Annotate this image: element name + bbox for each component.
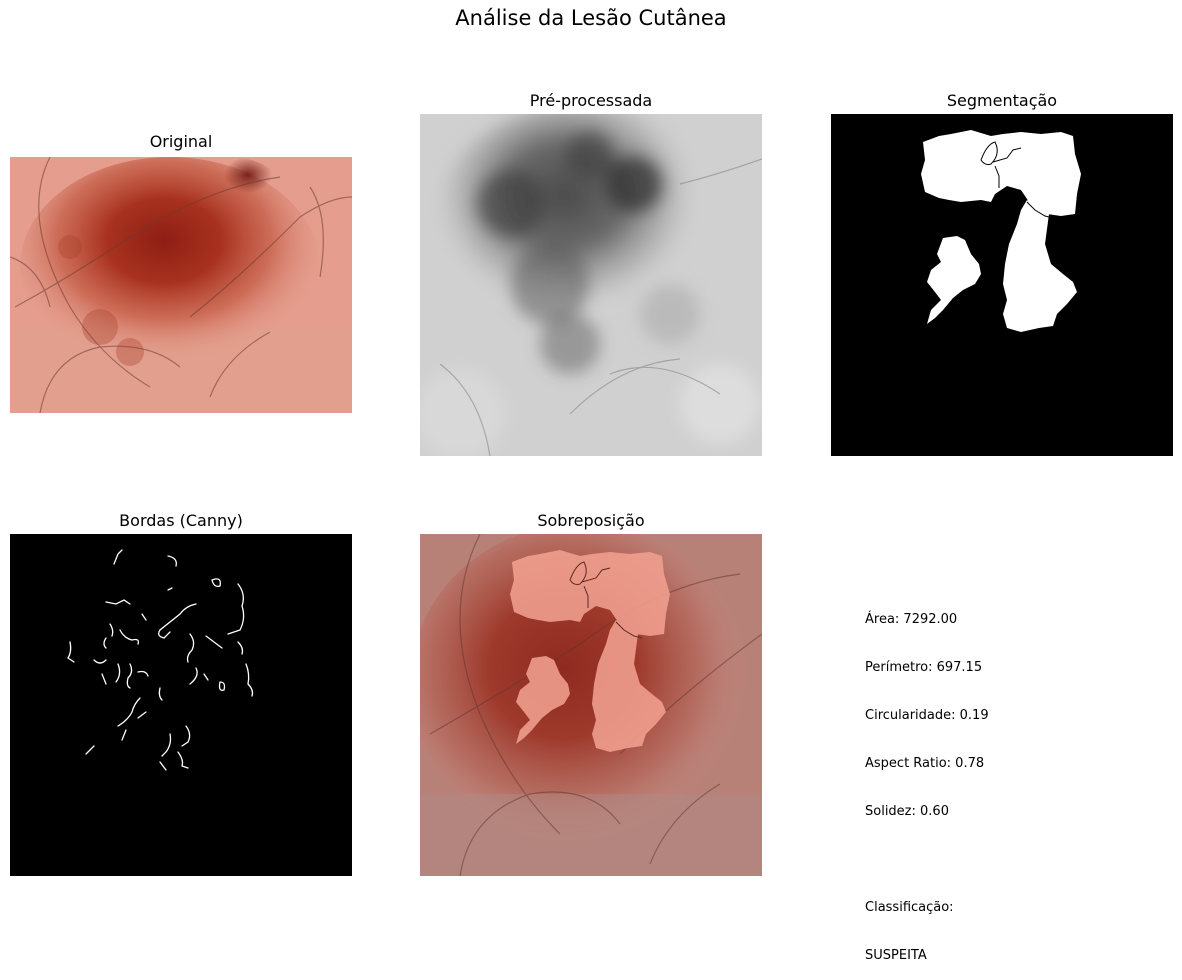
metrics-panel: Área: 7292.00 Perímetro: 697.15 Circular… <box>865 580 989 980</box>
preprocessed-image <box>420 114 762 456</box>
original-image <box>10 157 352 413</box>
segmentation-mask <box>831 114 1173 456</box>
original-title: Original <box>149 132 213 151</box>
overlay-image <box>420 534 762 876</box>
preprocessed-title: Pré-processada <box>529 91 653 110</box>
edges-title: Bordas (Canny) <box>119 511 243 530</box>
metric-circularity: Circularidade: 0.19 <box>865 708 989 723</box>
metrics-spacer <box>865 852 989 868</box>
classification-label: Classificação: <box>865 900 954 915</box>
overlay-title: Sobreposição <box>537 511 645 530</box>
metric-area: Área: 7292.00 <box>865 612 958 627</box>
metric-perimeter: Perímetro: 697.15 <box>865 660 983 675</box>
edges-image <box>10 534 352 876</box>
classification-value: SUSPEITA <box>865 948 927 963</box>
metric-solidity: Solidez: 0.60 <box>865 804 949 819</box>
metric-aspect-ratio: Aspect Ratio: 0.78 <box>865 756 985 771</box>
segmentation-title: Segmentação <box>946 91 1058 110</box>
figure-title: Análise da Lesão Cutânea <box>455 6 727 30</box>
